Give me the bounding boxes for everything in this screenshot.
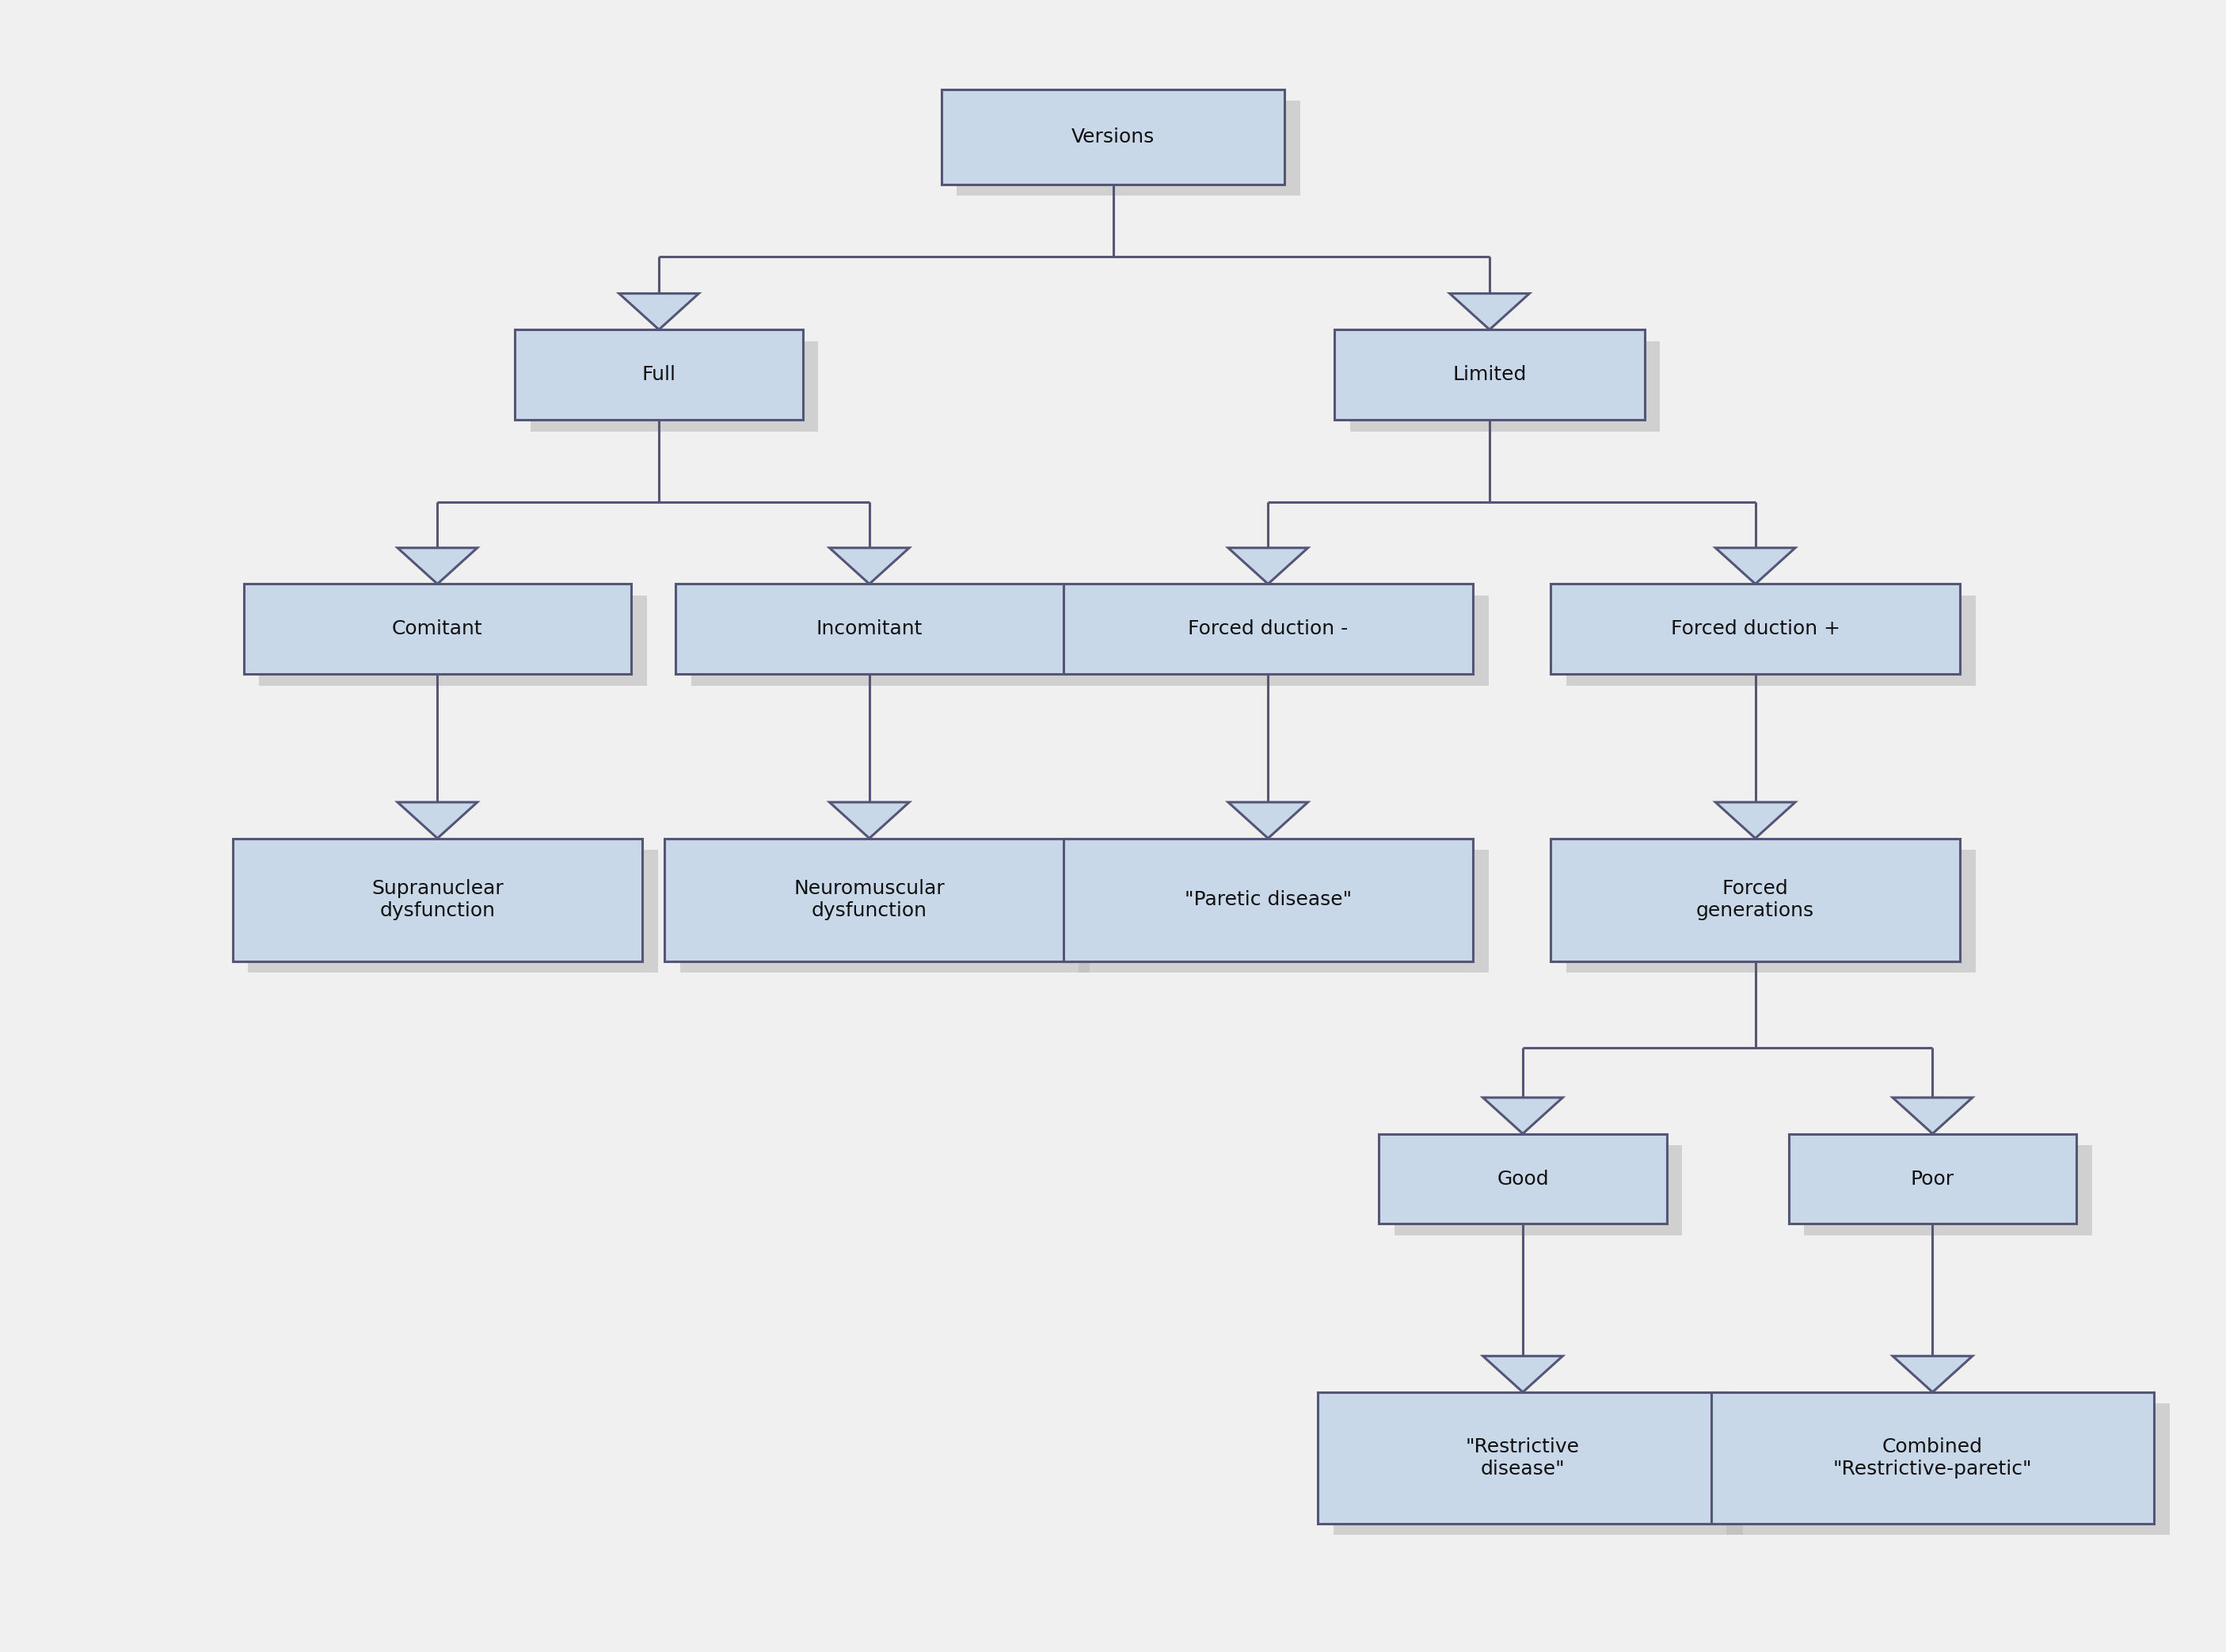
FancyBboxPatch shape	[1787, 1133, 2077, 1224]
FancyBboxPatch shape	[514, 330, 804, 420]
Polygon shape	[1229, 803, 1309, 838]
FancyBboxPatch shape	[232, 838, 643, 961]
FancyBboxPatch shape	[530, 340, 819, 431]
FancyBboxPatch shape	[1803, 1145, 2092, 1236]
FancyBboxPatch shape	[1080, 849, 1489, 973]
Polygon shape	[830, 803, 908, 838]
Polygon shape	[1716, 803, 1794, 838]
Text: Neuromuscular
dysfunction: Neuromuscular dysfunction	[795, 879, 944, 920]
Text: "Restrictive
disease": "Restrictive disease"	[1465, 1437, 1580, 1479]
Text: Good: Good	[1496, 1170, 1549, 1188]
FancyBboxPatch shape	[1552, 583, 1961, 674]
FancyBboxPatch shape	[679, 849, 1091, 973]
Polygon shape	[1483, 1097, 1563, 1133]
Polygon shape	[398, 803, 476, 838]
Text: "Paretic disease": "Paretic disease"	[1184, 890, 1351, 909]
Polygon shape	[619, 294, 699, 330]
Polygon shape	[1229, 548, 1309, 583]
FancyBboxPatch shape	[258, 595, 648, 686]
FancyBboxPatch shape	[1552, 838, 1961, 961]
FancyBboxPatch shape	[1349, 340, 1661, 431]
FancyBboxPatch shape	[1378, 1133, 1667, 1224]
Polygon shape	[1449, 294, 1529, 330]
Polygon shape	[1892, 1356, 1972, 1393]
FancyBboxPatch shape	[1565, 849, 1977, 973]
Polygon shape	[398, 548, 476, 583]
Text: Poor: Poor	[1910, 1170, 1954, 1188]
Polygon shape	[830, 548, 908, 583]
Text: Full: Full	[641, 365, 677, 385]
FancyBboxPatch shape	[1712, 1393, 2155, 1523]
FancyBboxPatch shape	[1565, 595, 1977, 686]
Text: Forced duction +: Forced duction +	[1672, 620, 1841, 639]
FancyBboxPatch shape	[674, 583, 1064, 674]
Text: Forced
generations: Forced generations	[1696, 879, 1814, 920]
Text: Comitant: Comitant	[392, 620, 483, 639]
Text: Versions: Versions	[1071, 127, 1155, 147]
Text: Limited: Limited	[1454, 365, 1527, 385]
FancyBboxPatch shape	[942, 89, 1284, 185]
Text: Combined
"Restrictive-paretic": Combined "Restrictive-paretic"	[1832, 1437, 2032, 1479]
FancyBboxPatch shape	[1080, 595, 1489, 686]
FancyBboxPatch shape	[690, 595, 1080, 686]
FancyBboxPatch shape	[1393, 1145, 1683, 1236]
Text: Supranuclear
dysfunction: Supranuclear dysfunction	[372, 879, 503, 920]
FancyBboxPatch shape	[1064, 838, 1474, 961]
Polygon shape	[1716, 548, 1794, 583]
FancyBboxPatch shape	[247, 849, 659, 973]
FancyBboxPatch shape	[957, 101, 1300, 197]
FancyBboxPatch shape	[1064, 583, 1474, 674]
FancyBboxPatch shape	[1318, 1393, 1727, 1523]
FancyBboxPatch shape	[1727, 1404, 2170, 1535]
Text: Forced duction -: Forced duction -	[1189, 620, 1349, 639]
Polygon shape	[1483, 1356, 1563, 1393]
Polygon shape	[1892, 1097, 1972, 1133]
FancyBboxPatch shape	[1336, 330, 1645, 420]
FancyBboxPatch shape	[1333, 1404, 1743, 1535]
FancyBboxPatch shape	[243, 583, 632, 674]
FancyBboxPatch shape	[666, 838, 1075, 961]
Text: Incomitant: Incomitant	[817, 620, 922, 639]
